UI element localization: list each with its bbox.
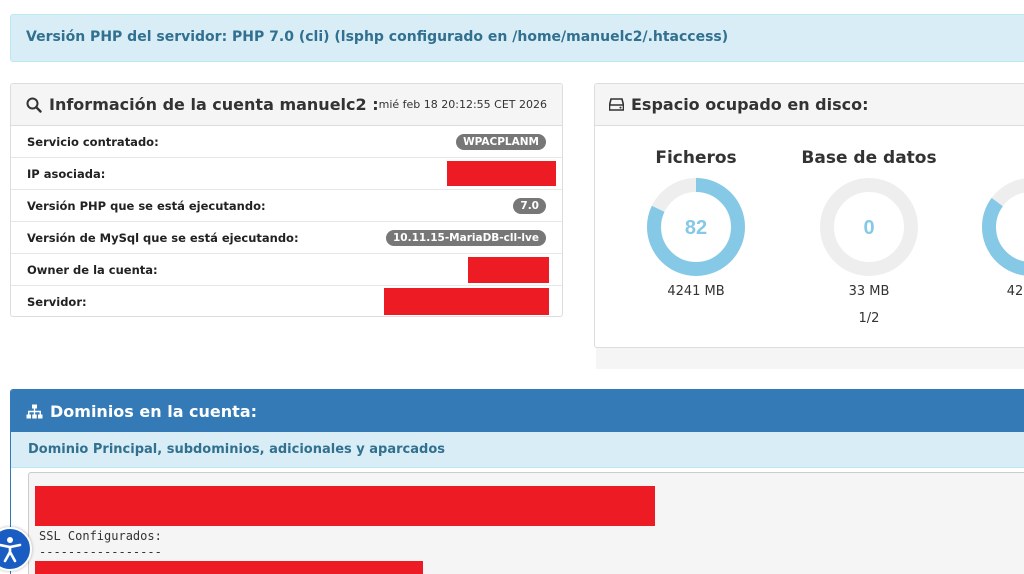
ssl-label: SSL Configurados:	[39, 529, 162, 543]
accessibility-icon	[0, 537, 22, 563]
disk-item-database: Base de datos 0 33 MB 1/2	[799, 126, 939, 326]
row-label: Servidor:	[27, 294, 87, 309]
domains-panel: Dominios en la cuenta: Dominio Principal…	[10, 389, 1024, 574]
usage-arc	[647, 178, 745, 276]
usage-arc	[982, 178, 1024, 276]
row-owner: Owner de la cuenta:	[11, 254, 562, 286]
row-service: Servicio contratado: WPACPLANM	[11, 126, 562, 158]
service-badge: WPACPLANM	[456, 133, 546, 150]
usage-donut: 0	[820, 178, 918, 276]
row-label: IP asociada:	[27, 166, 106, 181]
redacted-server	[384, 288, 549, 315]
usage-percent: 0	[863, 217, 874, 239]
disk-usage-title: Espacio ocupado en disco:	[631, 95, 869, 114]
domains-output: SSL Configurados: -----------------	[28, 472, 1024, 574]
domains-title: Dominios en la cuenta:	[50, 401, 258, 421]
disk-item-label: Base de datos	[801, 148, 937, 168]
redacted-ip	[447, 161, 556, 186]
php-version-text: Versión PHP del servidor: PHP 7.0 (cli) …	[26, 29, 729, 45]
disk-item-size: 4275 M	[1006, 284, 1024, 299]
row-mysql-version: Versión de MySql que se está ejecutando:…	[11, 222, 562, 254]
account-info-header: Información de la cuenta manuelc2 : mié …	[11, 84, 562, 126]
separator-line: -----------------	[39, 545, 162, 559]
row-label: Servicio contratado:	[27, 134, 159, 149]
hard-drive-icon	[609, 98, 624, 111]
disk-item-files: Ficheros 82 4241 MB	[626, 126, 766, 299]
redacted-ssl-domain	[35, 561, 423, 574]
mysql-version-badge: 10.11.15-MariaDB-cll-lve	[386, 229, 546, 246]
usage-donut	[982, 178, 1024, 276]
row-label: Versión de MySql que se está ejecutando:	[27, 230, 299, 245]
disk-item-size: 4241 MB	[667, 284, 725, 299]
server-date: mié feb 18 20:12:55 CET 2026	[378, 98, 547, 111]
disk-item-label: T	[961, 148, 1024, 168]
disk-usage-panel: Espacio ocupado en disco: Ficheros 82 42…	[594, 83, 1024, 348]
php-version-alert: Versión PHP del servidor: PHP 7.0 (cli) …	[10, 14, 1024, 62]
domains-header: Dominios en la cuenta:	[11, 390, 1024, 432]
php-version-badge: 7.0	[513, 197, 546, 214]
disk-item-size: 33 MB	[848, 284, 890, 299]
usage-donut: 82	[647, 178, 745, 276]
account-info-title: Información de la cuenta manuelc2 :	[26, 95, 379, 114]
disk-item-label: Ficheros	[655, 148, 737, 168]
domains-subtitle-text: Dominio Principal, subdominios, adiciona…	[28, 442, 445, 457]
row-server: Servidor:	[11, 286, 562, 316]
usage-percent: 82	[685, 217, 707, 239]
disk-usage-header: Espacio ocupado en disco:	[595, 84, 1024, 126]
row-ip: IP asociada:	[11, 158, 562, 190]
sitemap-icon	[26, 404, 43, 418]
disk-item-total: T 4275 M	[961, 126, 1024, 299]
pagination-indicator: 1/2	[858, 311, 880, 326]
account-title-text: Información de la cuenta manuelc2 :	[49, 95, 379, 114]
redacted-domain	[35, 486, 655, 526]
search-icon	[26, 97, 42, 113]
disk-panel-footer	[596, 347, 1024, 369]
redacted-owner	[468, 256, 549, 283]
account-info-panel: Información de la cuenta manuelc2 : mié …	[10, 83, 563, 317]
row-label: Owner de la cuenta:	[27, 262, 158, 277]
row-label: Versión PHP que se está ejecutando:	[27, 198, 266, 213]
domains-subtitle: Dominio Principal, subdominios, adiciona…	[11, 432, 1024, 468]
row-php-version: Versión PHP que se está ejecutando: 7.0	[11, 190, 562, 222]
